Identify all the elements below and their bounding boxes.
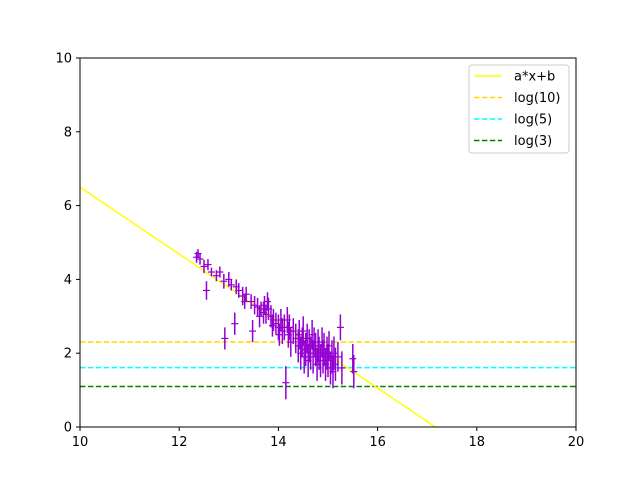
y-tick-label-4: 4 [64, 273, 72, 288]
x-tick-label-14: 14 [270, 435, 287, 450]
data-point-12 [227, 279, 235, 291]
legend-label-3: log(3) [514, 134, 552, 149]
data-point-10 [221, 327, 229, 350]
data-point-13 [231, 312, 239, 335]
data-point-42 [285, 314, 293, 341]
data-point-8 [216, 266, 224, 278]
data-point-4 [202, 281, 210, 300]
x-tick-label-10: 10 [72, 435, 89, 450]
data-point-20 [249, 319, 257, 343]
data-point-80 [349, 343, 357, 374]
data-point-15 [235, 283, 243, 298]
data-point-19 [247, 294, 255, 309]
legend-label-1: log(10) [514, 91, 561, 106]
legend-label-2: log(5) [514, 113, 552, 128]
axis-ticks: 10 12 14 16 18 20 0 2 4 6 8 10 [55, 52, 584, 451]
data-point-9 [220, 273, 228, 289]
y-tick-label-2: 2 [64, 347, 72, 362]
data-point-5 [204, 259, 212, 271]
data-point-77 [334, 342, 342, 372]
data-points [193, 249, 358, 400]
data-point-51 [300, 340, 308, 374]
legend: a*x+b log(10) log(5) log(3) [468, 64, 570, 154]
data-point-2 [196, 253, 204, 265]
y-tick-label-6: 6 [64, 199, 72, 214]
data-point-18 [242, 286, 250, 302]
data-point-17 [241, 294, 249, 309]
y-tick-label-10: 10 [55, 52, 72, 67]
data-point-78 [336, 314, 344, 341]
legend-label-0: a*x+b [514, 70, 555, 85]
data-point-81 [350, 355, 358, 389]
plot-area-frame [79, 57, 577, 428]
data-point-59 [310, 327, 318, 357]
x-tick-label-20: 20 [568, 435, 585, 450]
legend-box [468, 64, 570, 154]
data-point-28 [263, 292, 271, 311]
data-point-39 [282, 366, 290, 400]
data-point-50 [299, 316, 307, 346]
data-point-31 [268, 314, 276, 337]
data-point-79 [338, 351, 346, 385]
data-point-3 [200, 259, 208, 274]
y-tick-label-8: 8 [64, 125, 72, 140]
y-tick-label-0: 0 [64, 421, 72, 436]
x-tick-label-12: 12 [171, 435, 188, 450]
x-tick-label-18: 18 [469, 435, 486, 450]
x-tick-label-16: 16 [369, 435, 386, 450]
data-point-6 [207, 267, 215, 277]
